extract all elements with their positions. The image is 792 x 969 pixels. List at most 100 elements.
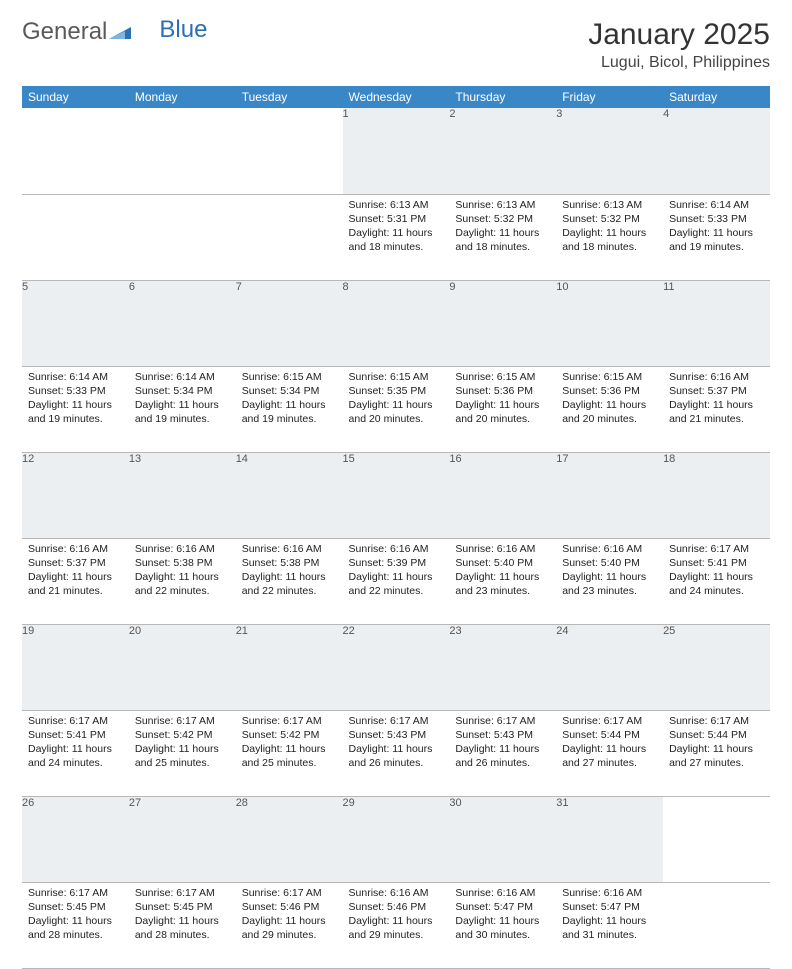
day-number-row: 262728293031 — [22, 796, 770, 882]
weekday-header-row: SundayMondayTuesdayWednesdayThursdayFrid… — [22, 86, 770, 108]
day-cell-body: Sunrise: 6:15 AMSunset: 5:35 PMDaylight:… — [343, 367, 450, 433]
sunset-line: Sunset: 5:37 PM — [28, 556, 123, 570]
sunrise-line: Sunrise: 6:15 AM — [242, 370, 337, 384]
day-cell: Sunrise: 6:16 AMSunset: 5:46 PMDaylight:… — [343, 882, 450, 968]
sunrise-line: Sunrise: 6:16 AM — [349, 542, 444, 556]
day-cell-body: Sunrise: 6:16 AMSunset: 5:39 PMDaylight:… — [343, 539, 450, 605]
sunset-line: Sunset: 5:47 PM — [455, 900, 550, 914]
sunrise-line: Sunrise: 6:14 AM — [669, 198, 764, 212]
day-number: 27 — [129, 796, 236, 882]
sunrise-line: Sunrise: 6:17 AM — [242, 886, 337, 900]
sunset-line: Sunset: 5:38 PM — [135, 556, 230, 570]
day-cell-body: Sunrise: 6:17 AMSunset: 5:43 PMDaylight:… — [449, 711, 556, 777]
day-cell — [22, 194, 129, 280]
day-number: 5 — [22, 280, 129, 366]
day-cell — [663, 882, 770, 968]
day-cell-body: Sunrise: 6:14 AMSunset: 5:34 PMDaylight:… — [129, 367, 236, 433]
sunrise-line: Sunrise: 6:13 AM — [349, 198, 444, 212]
day-cell: Sunrise: 6:17 AMSunset: 5:43 PMDaylight:… — [449, 710, 556, 796]
sunset-line: Sunset: 5:46 PM — [349, 900, 444, 914]
day-cell-body: Sunrise: 6:17 AMSunset: 5:45 PMDaylight:… — [22, 883, 129, 949]
day-cell: Sunrise: 6:17 AMSunset: 5:45 PMDaylight:… — [22, 882, 129, 968]
day-number: 25 — [663, 624, 770, 710]
day-cell: Sunrise: 6:15 AMSunset: 5:35 PMDaylight:… — [343, 366, 450, 452]
sunset-line: Sunset: 5:44 PM — [669, 728, 764, 742]
day-cell-body: Sunrise: 6:16 AMSunset: 5:40 PMDaylight:… — [449, 539, 556, 605]
calendar-table: SundayMondayTuesdayWednesdayThursdayFrid… — [22, 86, 770, 969]
day-cell-body: Sunrise: 6:17 AMSunset: 5:41 PMDaylight:… — [663, 539, 770, 605]
day-cell-body: Sunrise: 6:17 AMSunset: 5:45 PMDaylight:… — [129, 883, 236, 949]
logo: General Blue — [22, 18, 207, 46]
day-number: 16 — [449, 452, 556, 538]
day-cell-body: Sunrise: 6:16 AMSunset: 5:47 PMDaylight:… — [556, 883, 663, 949]
daylight-line: Daylight: 11 hours and 27 minutes. — [562, 742, 657, 770]
day-cell-body: Sunrise: 6:16 AMSunset: 5:37 PMDaylight:… — [663, 367, 770, 433]
day-number: 6 — [129, 280, 236, 366]
weekday-header: Saturday — [663, 86, 770, 108]
daylight-line: Daylight: 11 hours and 19 minutes. — [135, 398, 230, 426]
day-number: 22 — [343, 624, 450, 710]
sunset-line: Sunset: 5:42 PM — [135, 728, 230, 742]
page-header: General Blue January 2025 Lugui, Bicol, … — [22, 18, 770, 72]
day-cell-body: Sunrise: 6:13 AMSunset: 5:32 PMDaylight:… — [556, 195, 663, 261]
day-cell-body: Sunrise: 6:13 AMSunset: 5:32 PMDaylight:… — [449, 195, 556, 261]
sunrise-line: Sunrise: 6:17 AM — [135, 714, 230, 728]
sunrise-line: Sunrise: 6:13 AM — [562, 198, 657, 212]
day-number: 12 — [22, 452, 129, 538]
day-cell: Sunrise: 6:13 AMSunset: 5:31 PMDaylight:… — [343, 194, 450, 280]
day-number — [236, 108, 343, 194]
daylight-line: Daylight: 11 hours and 30 minutes. — [455, 914, 550, 942]
sunrise-line: Sunrise: 6:14 AM — [28, 370, 123, 384]
sunset-line: Sunset: 5:40 PM — [455, 556, 550, 570]
day-number: 31 — [556, 796, 663, 882]
day-number-row: 12131415161718 — [22, 452, 770, 538]
day-cell-body: Sunrise: 6:17 AMSunset: 5:44 PMDaylight:… — [556, 711, 663, 777]
week-row: Sunrise: 6:13 AMSunset: 5:31 PMDaylight:… — [22, 194, 770, 280]
sunset-line: Sunset: 5:38 PM — [242, 556, 337, 570]
day-number-row: 19202122232425 — [22, 624, 770, 710]
day-cell: Sunrise: 6:17 AMSunset: 5:44 PMDaylight:… — [663, 710, 770, 796]
daylight-line: Daylight: 11 hours and 21 minutes. — [669, 398, 764, 426]
day-number: 26 — [22, 796, 129, 882]
sunset-line: Sunset: 5:45 PM — [135, 900, 230, 914]
day-cell — [129, 194, 236, 280]
day-cell: Sunrise: 6:17 AMSunset: 5:44 PMDaylight:… — [556, 710, 663, 796]
sunrise-line: Sunrise: 6:16 AM — [349, 886, 444, 900]
weekday-header: Sunday — [22, 86, 129, 108]
sunset-line: Sunset: 5:40 PM — [562, 556, 657, 570]
day-number: 30 — [449, 796, 556, 882]
day-number: 29 — [343, 796, 450, 882]
day-number: 15 — [343, 452, 450, 538]
daylight-line: Daylight: 11 hours and 18 minutes. — [349, 226, 444, 254]
sunset-line: Sunset: 5:34 PM — [242, 384, 337, 398]
week-row: Sunrise: 6:16 AMSunset: 5:37 PMDaylight:… — [22, 538, 770, 624]
location-subtitle: Lugui, Bicol, Philippines — [588, 54, 770, 72]
sunrise-line: Sunrise: 6:15 AM — [455, 370, 550, 384]
day-cell-body: Sunrise: 6:17 AMSunset: 5:41 PMDaylight:… — [22, 711, 129, 777]
sunrise-line: Sunrise: 6:16 AM — [28, 542, 123, 556]
day-cell: Sunrise: 6:17 AMSunset: 5:41 PMDaylight:… — [22, 710, 129, 796]
day-cell: Sunrise: 6:17 AMSunset: 5:46 PMDaylight:… — [236, 882, 343, 968]
sunset-line: Sunset: 5:45 PM — [28, 900, 123, 914]
day-number: 21 — [236, 624, 343, 710]
day-cell-body: Sunrise: 6:14 AMSunset: 5:33 PMDaylight:… — [663, 195, 770, 261]
daylight-line: Daylight: 11 hours and 29 minutes. — [242, 914, 337, 942]
day-cell-body: Sunrise: 6:17 AMSunset: 5:44 PMDaylight:… — [663, 711, 770, 777]
day-number — [663, 796, 770, 882]
day-number: 9 — [449, 280, 556, 366]
day-cell-body: Sunrise: 6:16 AMSunset: 5:37 PMDaylight:… — [22, 539, 129, 605]
sunrise-line: Sunrise: 6:14 AM — [135, 370, 230, 384]
sunset-line: Sunset: 5:35 PM — [349, 384, 444, 398]
sunrise-line: Sunrise: 6:17 AM — [349, 714, 444, 728]
sunset-line: Sunset: 5:31 PM — [349, 212, 444, 226]
sunset-line: Sunset: 5:39 PM — [349, 556, 444, 570]
sunset-line: Sunset: 5:32 PM — [455, 212, 550, 226]
day-number-row: 1234 — [22, 108, 770, 194]
day-cell-body: Sunrise: 6:16 AMSunset: 5:38 PMDaylight:… — [236, 539, 343, 605]
daylight-line: Daylight: 11 hours and 31 minutes. — [562, 914, 657, 942]
day-number: 11 — [663, 280, 770, 366]
weekday-header: Monday — [129, 86, 236, 108]
day-cell: Sunrise: 6:13 AMSunset: 5:32 PMDaylight:… — [556, 194, 663, 280]
day-cell-body: Sunrise: 6:17 AMSunset: 5:46 PMDaylight:… — [236, 883, 343, 949]
day-cell-body: Sunrise: 6:17 AMSunset: 5:42 PMDaylight:… — [129, 711, 236, 777]
